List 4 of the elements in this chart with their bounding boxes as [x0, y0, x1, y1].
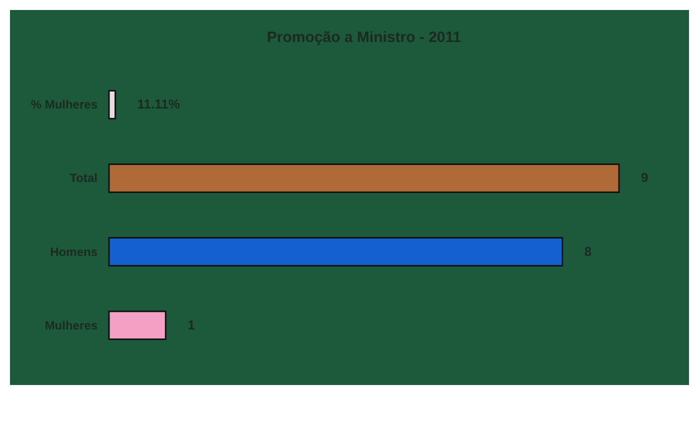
bar	[108, 164, 620, 193]
bar	[108, 90, 116, 120]
bar	[108, 310, 166, 340]
bar	[108, 237, 564, 266]
